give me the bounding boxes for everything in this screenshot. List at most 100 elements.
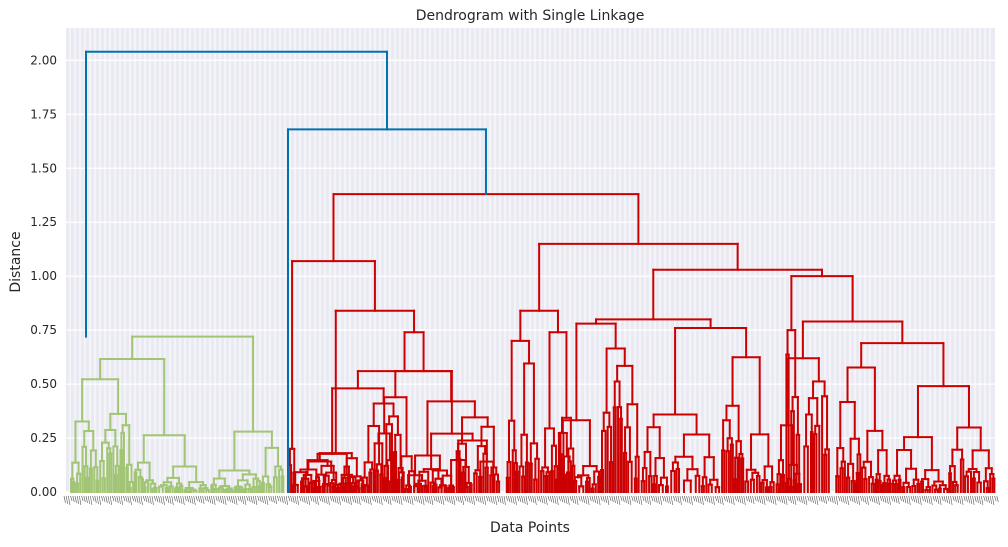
leaf-label [574, 495, 577, 505]
leaf-label [281, 495, 284, 504]
leaf-label [129, 495, 132, 506]
leaf-label [288, 495, 291, 502]
leaf-label [974, 495, 977, 503]
leaf-label [954, 495, 957, 503]
leaf-label [530, 495, 533, 503]
leaf-label [822, 495, 825, 504]
leaf-label [250, 495, 253, 504]
leaf-label [116, 495, 119, 504]
leaf-label [866, 495, 869, 506]
leaf-label [468, 495, 471, 504]
leaf-label [952, 495, 955, 502]
leaf-label [74, 495, 77, 504]
leaf-label [387, 495, 390, 505]
leaf-label [593, 495, 596, 504]
leaf-label [622, 495, 625, 503]
leaf-label [829, 495, 832, 503]
leaf-label [679, 495, 682, 506]
leaf-label [332, 495, 335, 503]
leaf-label [899, 495, 902, 502]
leaf-label [965, 495, 968, 503]
leaf-label [96, 495, 99, 505]
leaf-label [72, 495, 75, 503]
leaf-label [351, 495, 354, 503]
leaf-label [292, 495, 295, 504]
leaf-label [547, 495, 550, 502]
leaf-label [635, 495, 638, 504]
leaf-label [494, 495, 497, 506]
leaf-label [365, 495, 368, 504]
y-tick-label: 1.75 [30, 107, 57, 121]
leaf-label [362, 495, 365, 503]
leaf-label [862, 495, 865, 503]
leaf-label [758, 495, 761, 504]
leaf-label [644, 495, 647, 504]
leaf-label [976, 495, 979, 504]
leaf-label [125, 495, 128, 503]
leaf-label [708, 495, 711, 504]
leaf-label [208, 495, 211, 504]
leaf-label [813, 495, 816, 505]
leaf-label [505, 495, 508, 502]
leaf-label [774, 495, 777, 506]
leaf-label [228, 495, 231, 503]
leaf-label [701, 495, 704, 506]
leaf-label [591, 495, 594, 503]
leaf-label [226, 495, 229, 502]
leaf-label [560, 495, 563, 503]
leaf-label [219, 495, 222, 504]
leaf-label [195, 495, 198, 502]
leaf-label [725, 495, 728, 503]
leaf-label [338, 495, 341, 506]
leaf-label [545, 495, 548, 506]
leaf-label [422, 495, 425, 506]
leaf-label [413, 495, 416, 502]
leaf-label [261, 495, 264, 504]
x-leaf-labels [63, 495, 999, 506]
leaf-label [85, 495, 88, 504]
y-tick-label: 2.00 [30, 53, 57, 67]
leaf-label [296, 495, 299, 506]
leaf-label [318, 495, 321, 502]
leaf-label [541, 495, 544, 504]
leaf-label [668, 495, 671, 505]
leaf-label [818, 495, 821, 502]
leaf-label [994, 495, 997, 502]
leaf-label [877, 495, 880, 506]
leaf-label [653, 495, 656, 503]
leaf-label [65, 495, 68, 505]
leaf-label [486, 495, 489, 502]
leaf-label [853, 495, 856, 504]
leaf-label [730, 495, 733, 505]
leaf-label [239, 495, 242, 503]
leaf-label [941, 495, 944, 502]
leaf-label [868, 495, 871, 502]
leaf-label [325, 495, 328, 505]
leaf-label [105, 495, 108, 504]
leaf-label [76, 495, 79, 505]
leaf-label [985, 495, 988, 503]
leaf-label [101, 495, 104, 502]
leaf-label [615, 495, 618, 505]
leaf-label [939, 495, 942, 506]
leaf-label [827, 495, 830, 502]
leaf-label [697, 495, 700, 504]
leaf-label [138, 495, 141, 505]
leaf-label [118, 495, 121, 505]
leaf-label [263, 495, 266, 505]
leaf-label [662, 495, 665, 502]
leaf-label [565, 495, 568, 505]
leaf-label [783, 495, 786, 505]
leaf-label [299, 495, 302, 502]
leaf-label [153, 495, 156, 502]
leaf-label [747, 495, 750, 503]
y-tick-label: 0.75 [30, 323, 57, 337]
leaf-label [248, 495, 251, 503]
leaf-label [393, 495, 396, 503]
leaf-label [349, 495, 352, 506]
leaf-label [721, 495, 724, 506]
leaf-label [879, 495, 882, 502]
leaf-label [136, 495, 139, 504]
leaf-label [631, 495, 634, 502]
leaf-label [340, 495, 343, 502]
